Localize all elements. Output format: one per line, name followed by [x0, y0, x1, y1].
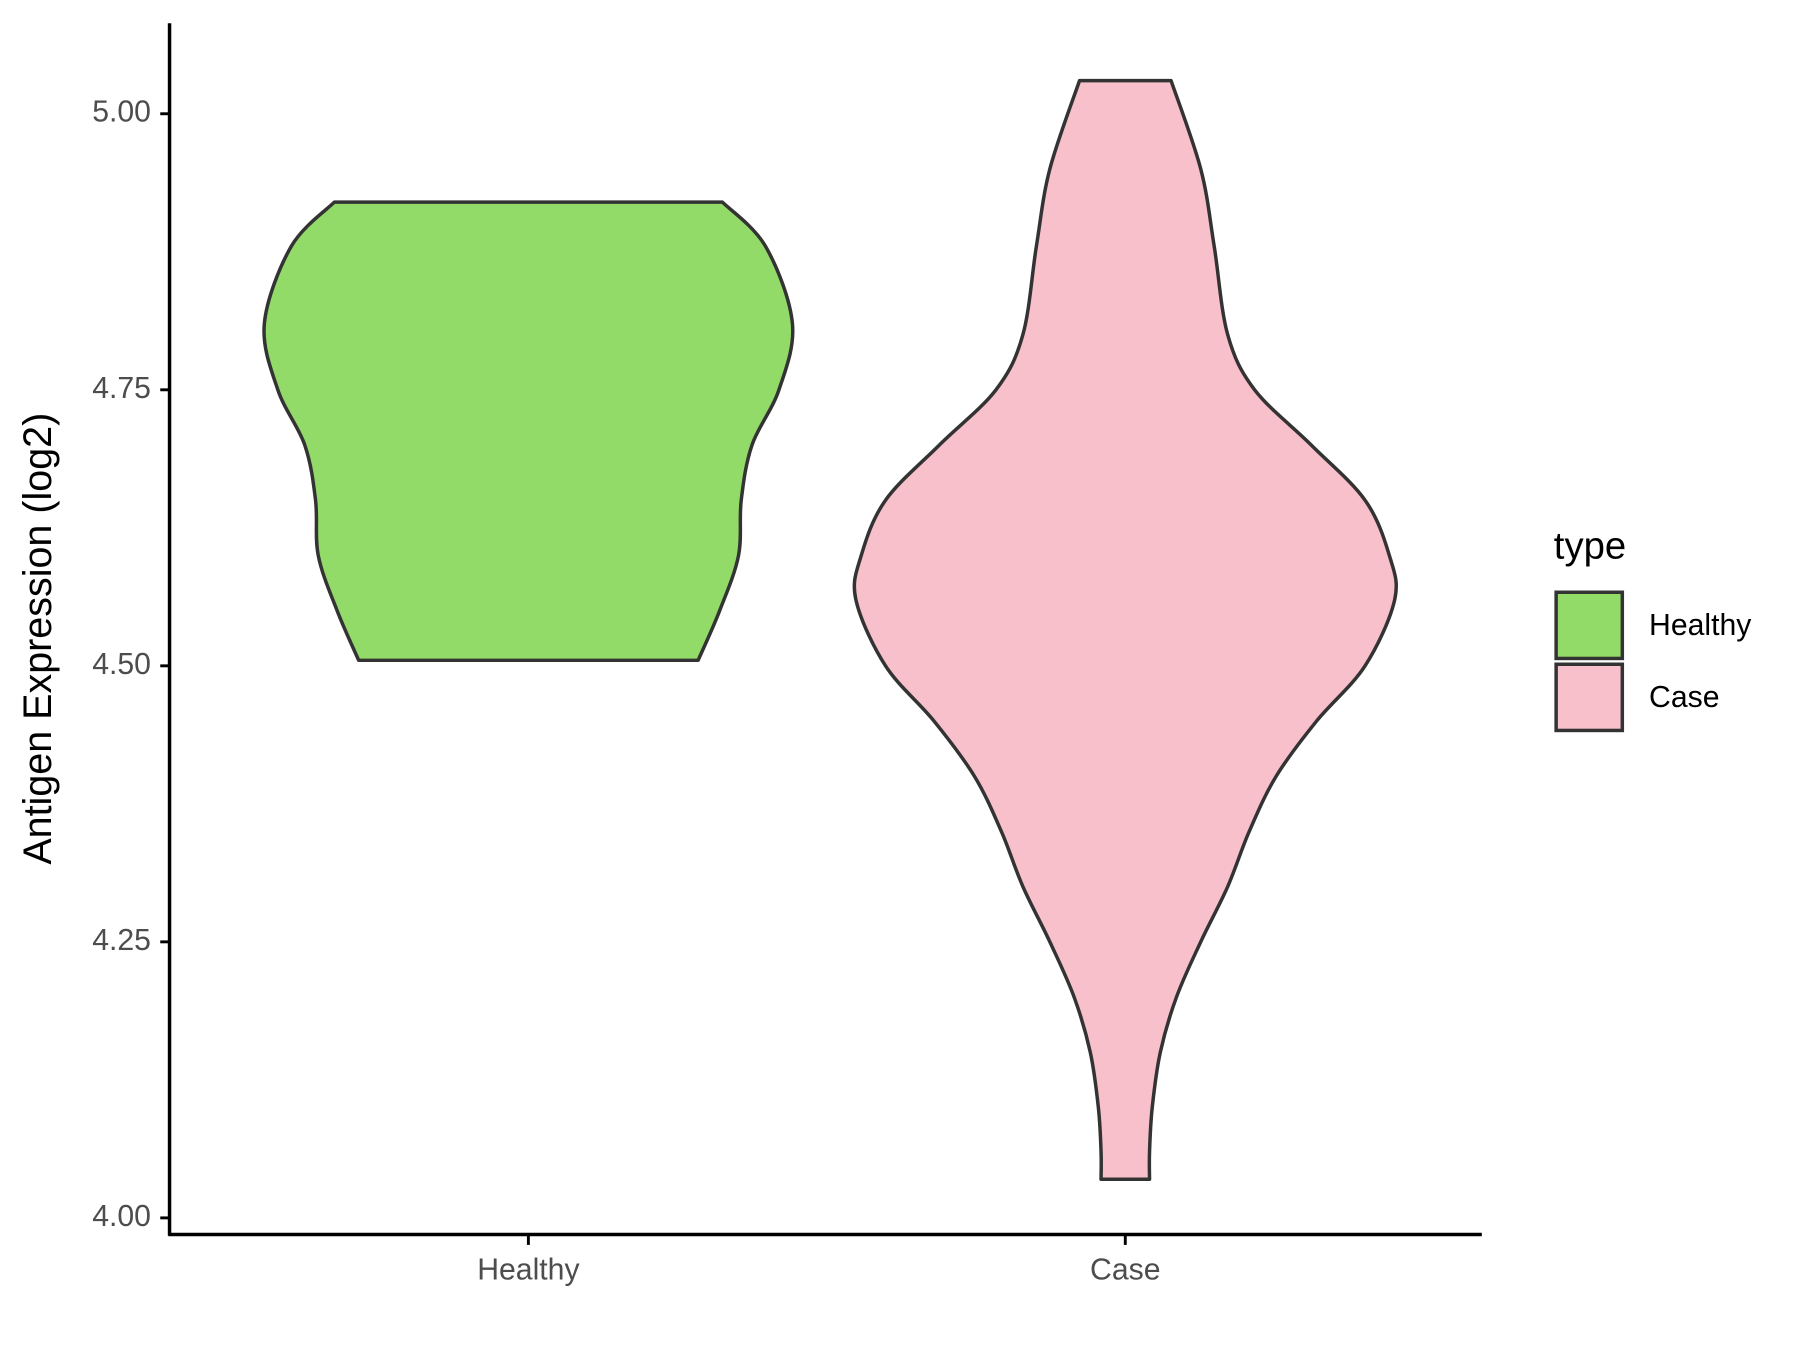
legend-title: type [1554, 524, 1626, 567]
legend-label: Case [1649, 681, 1719, 714]
violin [262, 200, 795, 663]
x-tick-label: Case [1090, 1254, 1160, 1287]
legend-label: Healthy [1649, 609, 1752, 642]
y-axis-title: Antigen Expression (log2) [16, 413, 60, 865]
y-tick-label: 4.25 [92, 924, 151, 957]
y-tick-label: 4.50 [92, 648, 151, 681]
y-tick-label: 4.00 [92, 1200, 151, 1233]
legend-key [1554, 590, 1625, 661]
legend-key [1554, 662, 1625, 733]
y-tick-label: 5.00 [92, 96, 151, 129]
violin [852, 78, 1399, 1181]
x-tick-label: Healthy [477, 1254, 580, 1287]
y-tick-label: 4.75 [92, 372, 151, 405]
